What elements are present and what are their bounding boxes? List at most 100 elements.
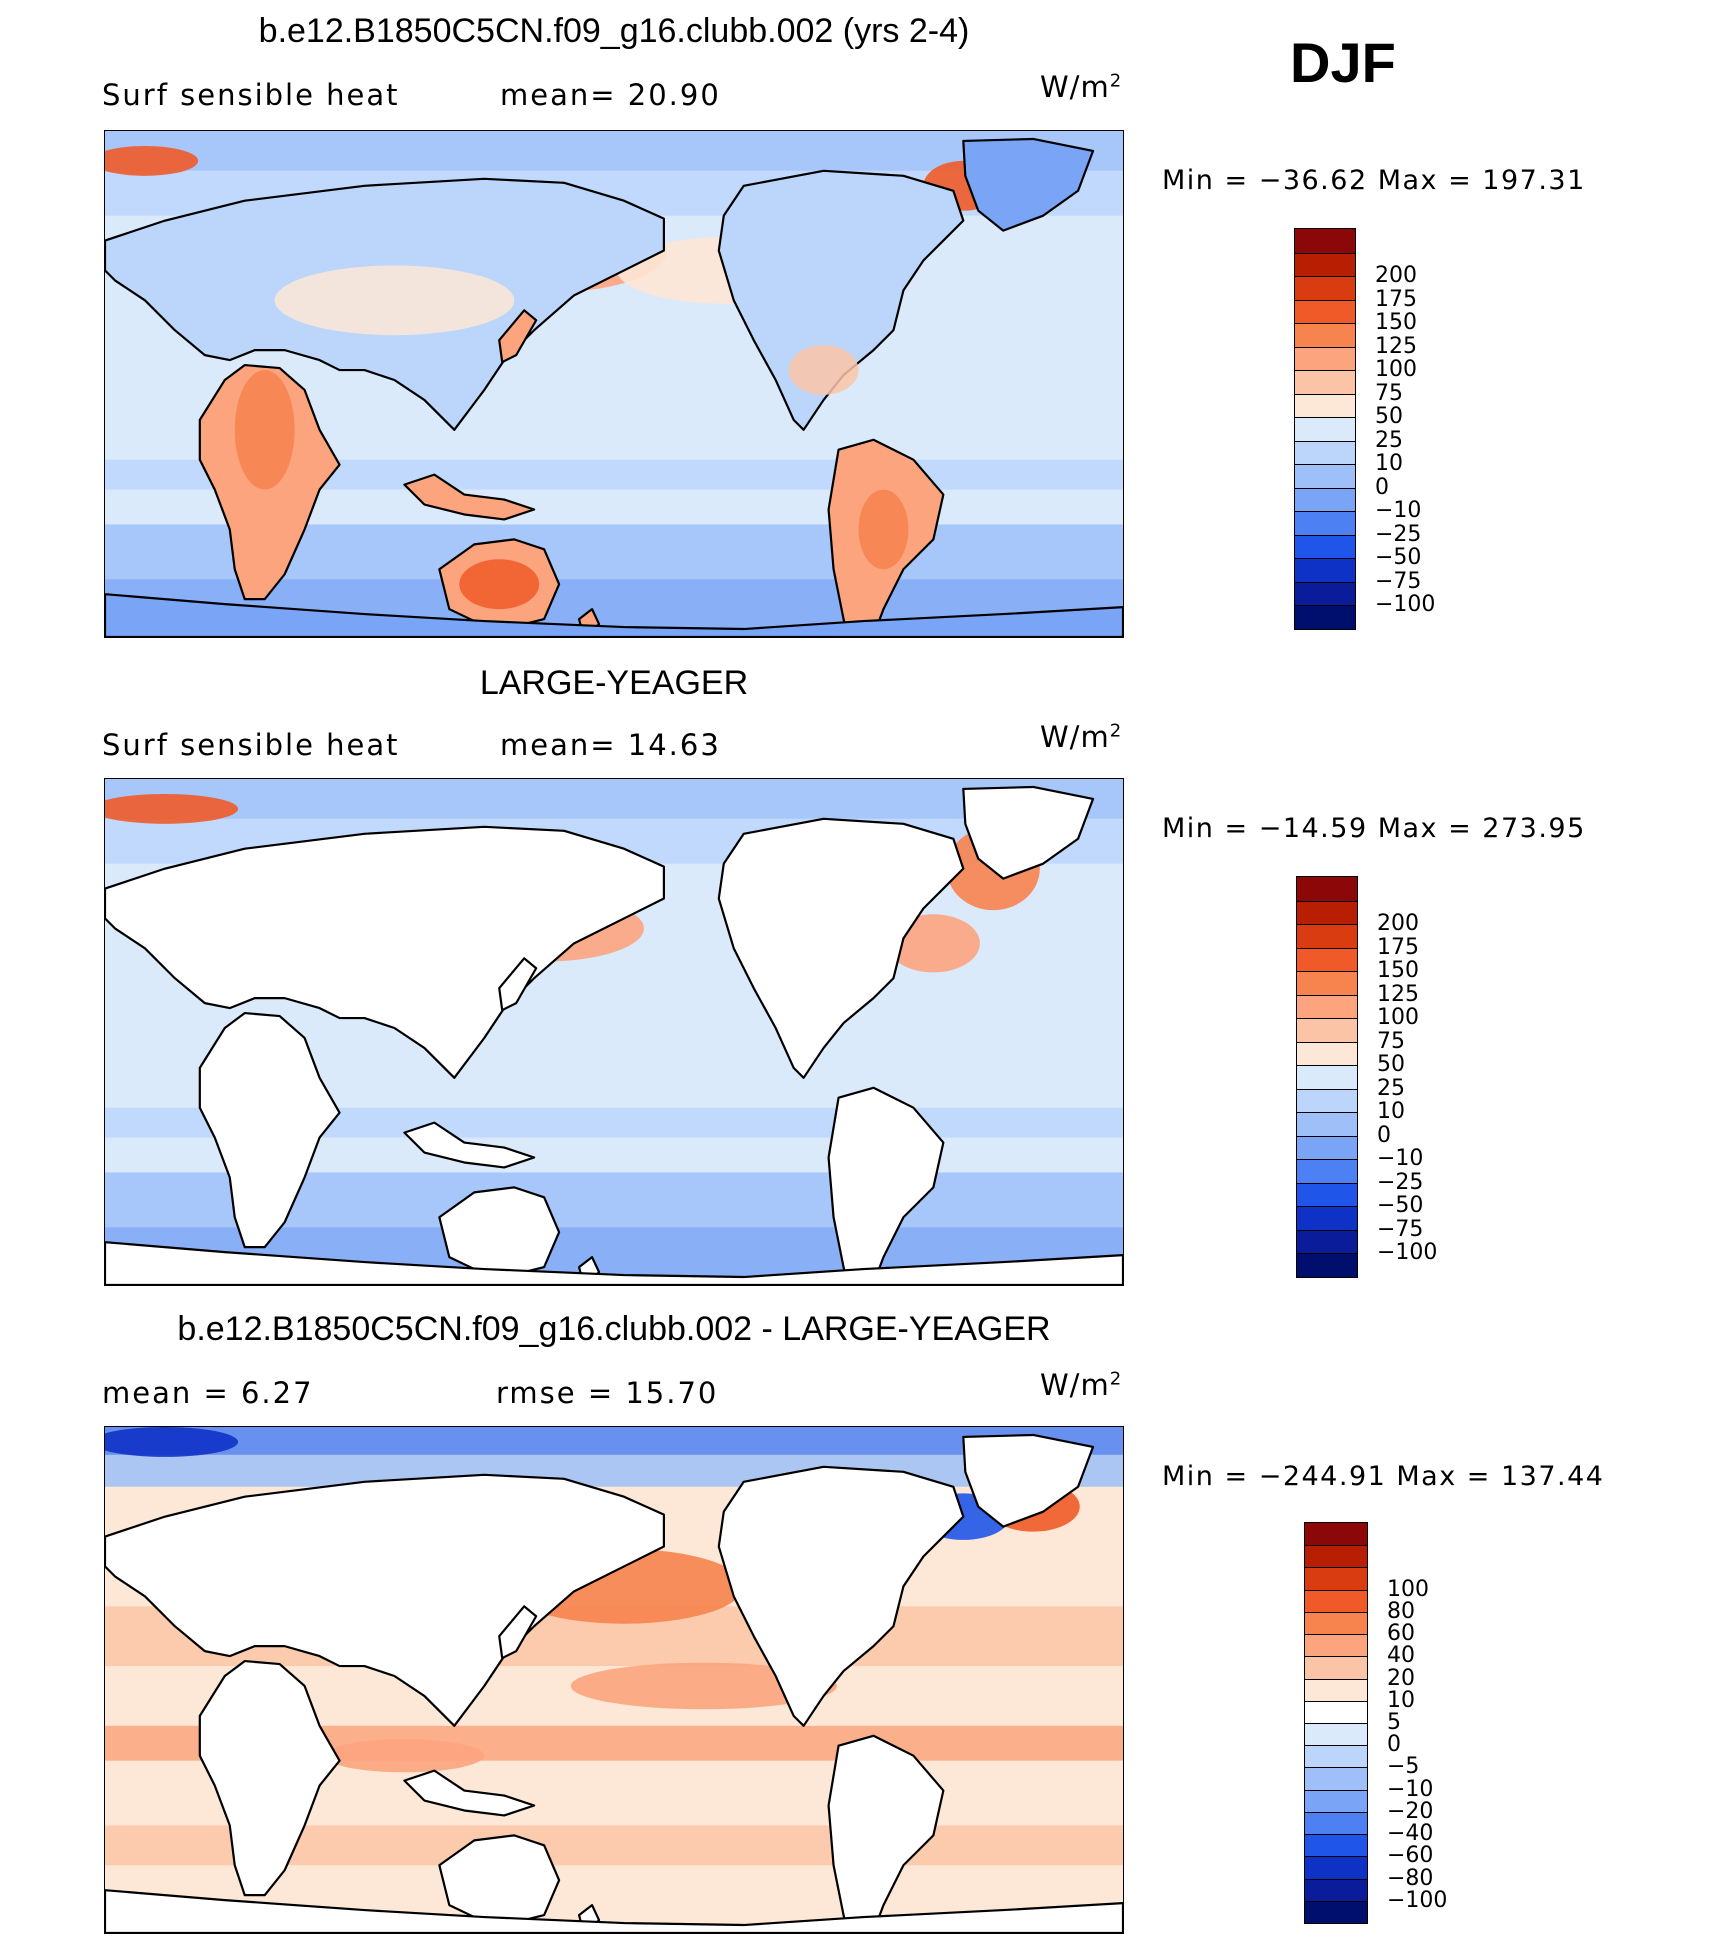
colorbar-swatch: [1297, 1088, 1357, 1113]
land-outline: [827, 1734, 945, 1933]
colorbar-label: 0: [1387, 1732, 1401, 1758]
land-outline: [498, 309, 538, 364]
panel-1-minmax: Min = −36.62 Max = 197.31: [1162, 165, 1586, 196]
panel-2-variable: Surf sensible heat: [102, 728, 400, 762]
colorbar-swatch: [1297, 1253, 1357, 1277]
colorbar-swatch: [1295, 299, 1355, 324]
colorbar-swatch: [1297, 1206, 1357, 1230]
colorbar-label: 100: [1387, 1576, 1429, 1602]
colorbar-swatch: [1297, 900, 1357, 925]
colorbar-label: 175: [1377, 934, 1419, 960]
panel-1-variable: Surf sensible heat: [102, 78, 400, 112]
colorbar-swatch: [1305, 1834, 1367, 1857]
colorbar-label: −100: [1377, 1240, 1438, 1266]
panel-1-units: W/m2: [1040, 70, 1122, 104]
units-base: W/m: [1040, 1368, 1110, 1402]
land-outline: [438, 1834, 561, 1927]
colorbar-swatch: [1305, 1523, 1367, 1546]
colorbar-label: 25: [1377, 1075, 1405, 1101]
panel-3-title: b.e12.B1850C5CN.f09_g16.clubb.002 - LARG…: [177, 1310, 1051, 1348]
colorbar-label: 0: [1375, 474, 1389, 500]
colorbar-label: −75: [1375, 568, 1422, 594]
colorbar-label: 125: [1375, 333, 1417, 359]
colorbar-swatch: [1295, 464, 1355, 488]
land-anomaly: [858, 489, 909, 570]
colorbar-label: 150: [1377, 958, 1419, 984]
colorbar-label: −75: [1377, 1216, 1424, 1242]
colorbar-label: −50: [1375, 545, 1422, 571]
land-outline: [717, 817, 965, 1079]
land-outline: [403, 1769, 536, 1817]
colorbar-label: −60: [1387, 1843, 1434, 1869]
colorbar-label: −50: [1377, 1193, 1424, 1219]
colorbar-swatch: [1295, 252, 1355, 277]
colorbar-label: 125: [1377, 981, 1419, 1007]
colorbar-swatch: [1305, 1767, 1367, 1790]
land-anomaly: [234, 370, 295, 490]
colorbar-label: 200: [1375, 263, 1417, 289]
land-outline: [438, 1186, 561, 1279]
colorbar-swatch: [1305, 1545, 1367, 1568]
colorbar-swatch: [1305, 1878, 1367, 1901]
colorbar-swatch: [1305, 1611, 1367, 1635]
land-outline: [717, 1465, 965, 1727]
panel-1-map: [104, 130, 1124, 638]
colorbar-label: −10: [1377, 1146, 1424, 1172]
colorbar-swatch: [1297, 1112, 1357, 1136]
colorbar-swatch: [1305, 1723, 1367, 1746]
panel-2-minmax: Min = −14.59 Max = 273.95: [1162, 813, 1586, 844]
colorbar-swatch: [1297, 1065, 1357, 1089]
colorbar-swatch: [1305, 1700, 1367, 1723]
colorbar-label: 200: [1377, 911, 1419, 937]
panel-2-units: W/m2: [1040, 720, 1122, 754]
colorbar-swatch: [1305, 1789, 1367, 1812]
season-label: DJF: [1290, 31, 1396, 94]
colorbar-label: 0: [1377, 1122, 1391, 1148]
panel-3-mean: mean = 6.27: [102, 1376, 314, 1410]
land-outline: [962, 785, 1095, 880]
land-outline: [105, 825, 665, 1079]
colorbar-swatch: [1295, 487, 1355, 512]
land-anomaly: [788, 345, 859, 395]
colorbar-swatch: [1295, 511, 1355, 535]
colorbar-swatch: [1305, 1567, 1367, 1590]
colorbar-label: 10: [1377, 1099, 1405, 1125]
land-outline: [962, 1433, 1095, 1528]
zonal-band: [105, 1454, 1123, 1487]
colorbar-label: 10: [1375, 451, 1403, 477]
land-outline: [498, 1605, 538, 1660]
colorbar-swatch: [1297, 1159, 1357, 1183]
panel-2-mean: mean= 14.63: [500, 728, 721, 762]
panel-1-colorbar: 200 175 150 125 100 75 50 25 10 0 −10 −25 −50 −75 −100: [1294, 228, 1435, 630]
panel-3-rmse: rmse = 15.70: [496, 1376, 719, 1410]
anomaly-blob: [105, 1427, 239, 1457]
colorbar-label: 75: [1375, 380, 1403, 406]
units-exp: 2: [1109, 1368, 1123, 1390]
colorbar-swatch: [1297, 1135, 1357, 1160]
land-outline: [403, 473, 536, 521]
colorbar-swatch: [1297, 1229, 1357, 1254]
colorbar-swatch: [1297, 971, 1357, 995]
land-outline: [105, 593, 1123, 637]
colorbar-swatch: [1295, 229, 1355, 253]
colorbar-swatch: [1297, 924, 1357, 948]
colorbar-swatch: [1295, 605, 1355, 629]
anomaly-blob: [570, 1662, 837, 1710]
panel-3-colorbar: 100 80 60 40 20 10 5 0 −5 −10 −20 −40 −60 −80 −100: [1304, 1522, 1447, 1924]
colorbar-label: −100: [1387, 1887, 1448, 1913]
land-outline: [962, 137, 1095, 232]
land-anomaly: [459, 559, 540, 610]
colorbar-label: 100: [1375, 357, 1417, 383]
units-base: W/m: [1040, 70, 1110, 104]
colorbar-swatch: [1305, 1856, 1367, 1879]
land-outline: [717, 169, 965, 431]
colorbar-label: −10: [1387, 1776, 1434, 1802]
colorbar-swatch: [1305, 1589, 1367, 1612]
land-outline: [498, 957, 538, 1012]
colorbar-swatch: [1305, 1634, 1367, 1657]
colorbar-label: 10: [1387, 1687, 1415, 1713]
panel-2-map: [104, 778, 1124, 1286]
land-outline: [105, 1473, 665, 1727]
colorbar-label: −40: [1387, 1821, 1434, 1847]
colorbar-label: 150: [1375, 310, 1417, 336]
